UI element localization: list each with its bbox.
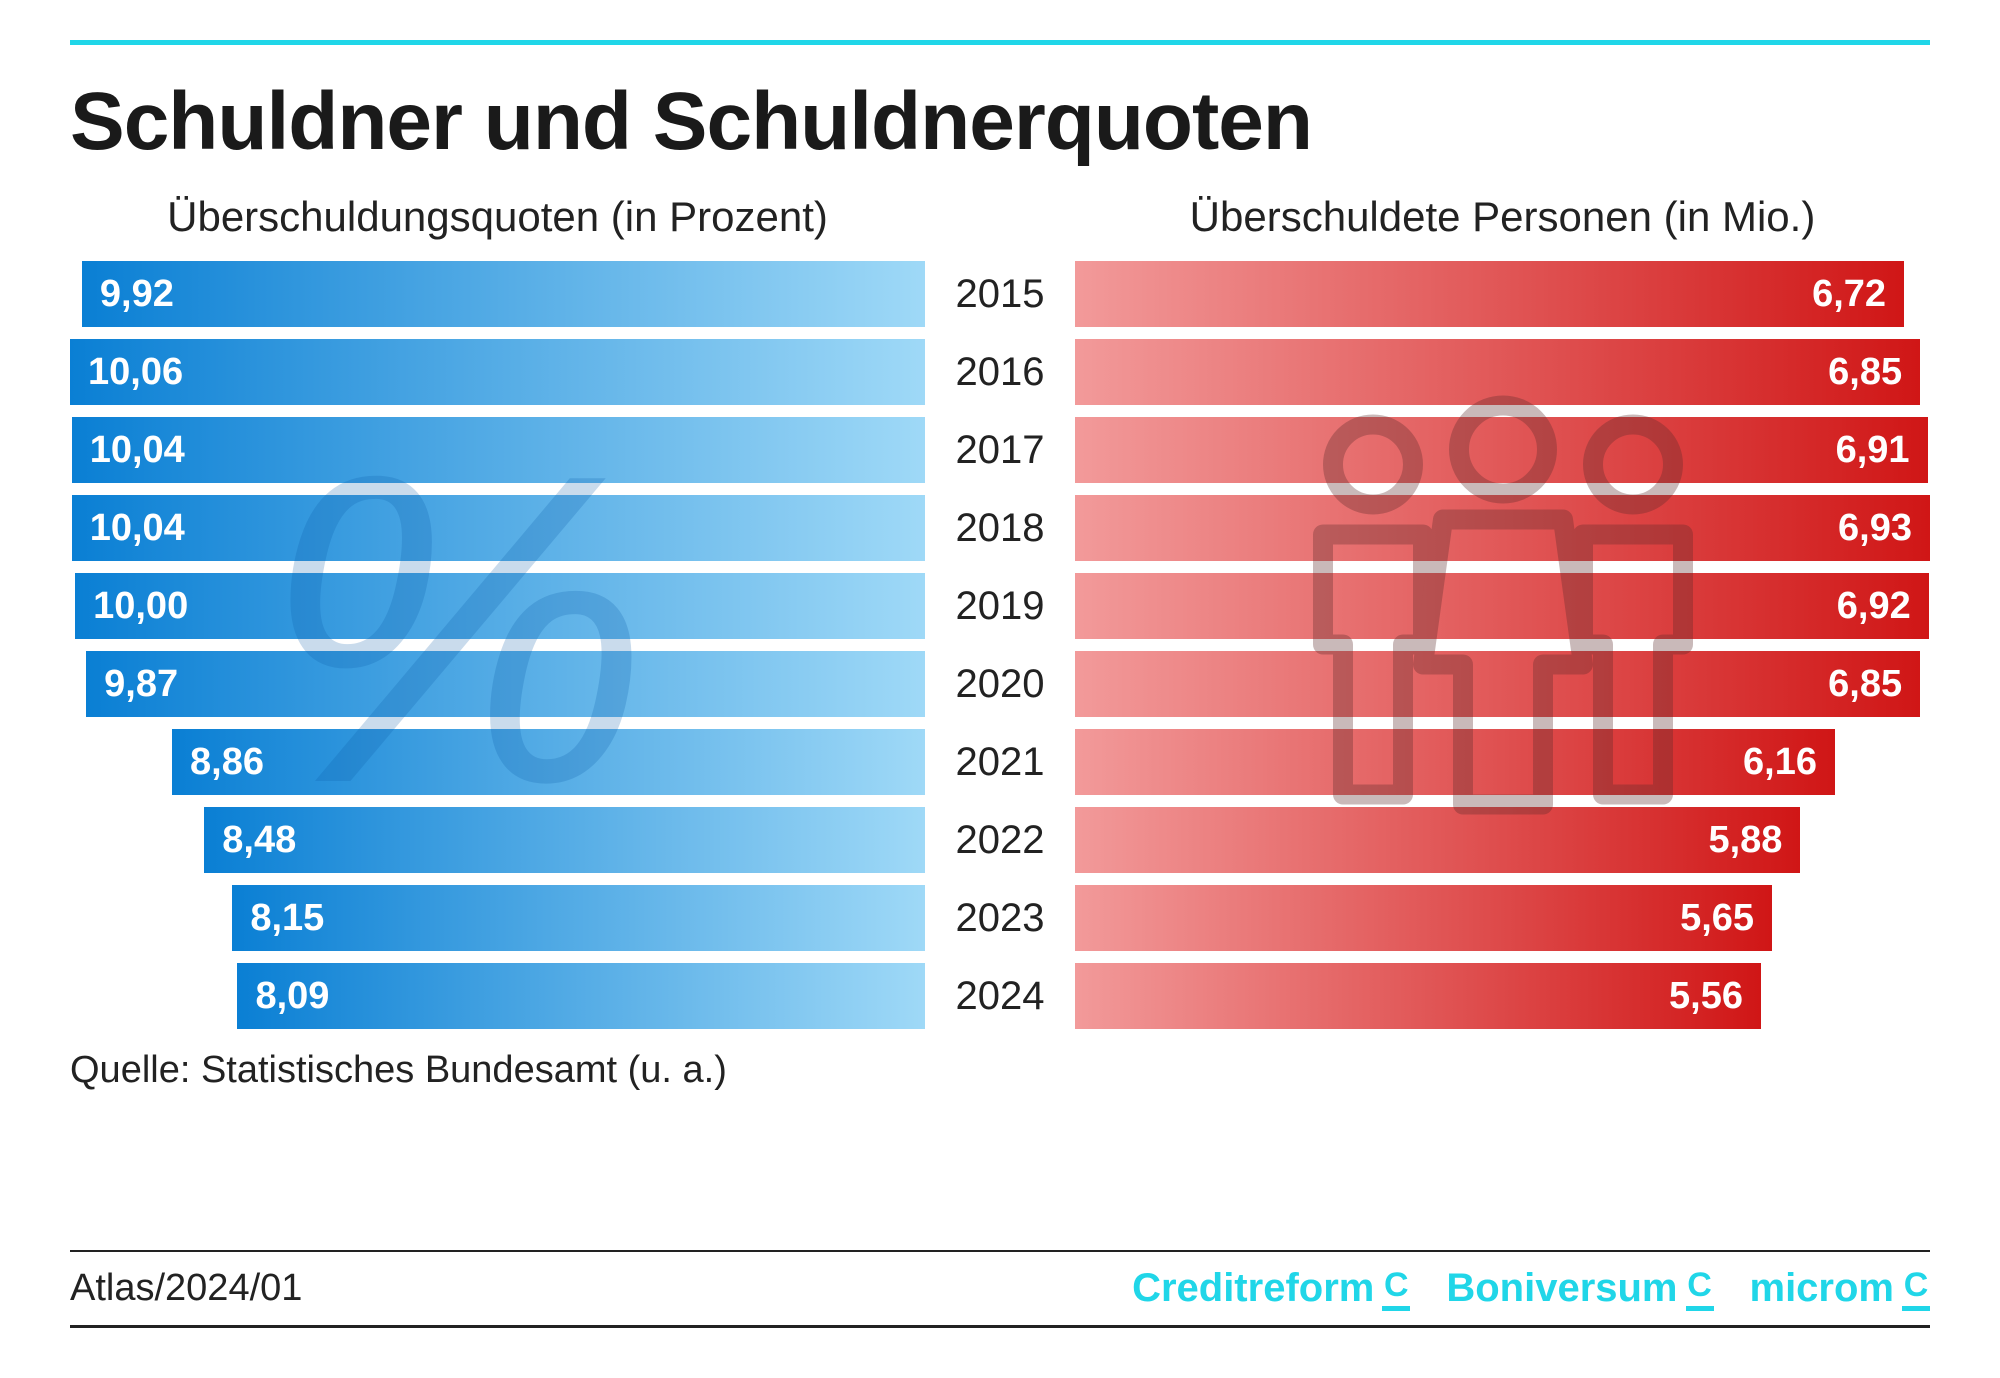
left-bar: 10,04 — [72, 417, 925, 483]
right-bar-value: 6,85 — [1828, 351, 1902, 394]
left-bar-row: 10,00 — [70, 573, 925, 639]
left-bar-value: 10,06 — [88, 351, 183, 394]
right-bar-row: 6,93 — [1075, 495, 1930, 561]
year-label: 2018 — [925, 495, 1075, 561]
right-bar-row: 6,85 — [1075, 339, 1930, 405]
left-bar-value: 8,09 — [255, 975, 329, 1018]
left-bar-row: 10,04 — [70, 495, 925, 561]
right-bar-row: 5,88 — [1075, 807, 1930, 873]
right-bar-value: 5,56 — [1669, 975, 1743, 1018]
left-bar-row: 8,09 — [70, 963, 925, 1029]
right-bar-value: 6,91 — [1836, 429, 1910, 472]
right-bar-value: 6,72 — [1812, 273, 1886, 316]
right-bar-row: 5,56 — [1075, 963, 1930, 1029]
left-bar-value: 10,00 — [93, 585, 188, 628]
footer-bar: Atlas/2024/01 CreditreformCBoniversumCmi… — [70, 1250, 1930, 1328]
left-bar-value: 10,04 — [90, 507, 185, 550]
brand-logo: CreditreformC — [1132, 1266, 1410, 1311]
right-bar-value: 6,16 — [1743, 741, 1817, 784]
left-bar: 10,04 — [72, 495, 925, 561]
right-bar-value: 6,85 — [1828, 663, 1902, 706]
left-bar: 10,06 — [70, 339, 925, 405]
right-chart-label: Überschuldete Personen (in Mio.) — [1075, 193, 1930, 241]
left-bar-row: 8,48 — [70, 807, 925, 873]
brand-name: Creditreform — [1132, 1266, 1374, 1311]
right-bar: 6,92 — [1075, 573, 1929, 639]
brand-c-icon: C — [1686, 1266, 1714, 1311]
footer-edition: Atlas/2024/01 — [70, 1267, 302, 1310]
right-bar-value: 5,65 — [1680, 897, 1754, 940]
left-bar: 9,87 — [86, 651, 925, 717]
right-bar-row: 6,91 — [1075, 417, 1930, 483]
left-bar: 8,09 — [237, 963, 925, 1029]
left-bar-row: 9,87 — [70, 651, 925, 717]
right-bar-row: 6,16 — [1075, 729, 1930, 795]
year-label: 2024 — [925, 963, 1075, 1029]
right-bar-row: 6,72 — [1075, 261, 1930, 327]
left-bar-row: 10,06 — [70, 339, 925, 405]
year-label: 2022 — [925, 807, 1075, 873]
right-bar: 6,85 — [1075, 651, 1920, 717]
year-axis-column: . 20152016201720182019202020212022202320… — [925, 193, 1075, 1041]
year-label: 2019 — [925, 573, 1075, 639]
left-bar-value: 8,48 — [222, 819, 296, 862]
left-bar: 8,86 — [172, 729, 925, 795]
right-bar-value: 6,93 — [1838, 507, 1912, 550]
right-bar-row: 6,92 — [1075, 573, 1930, 639]
right-bar-value: 5,88 — [1708, 819, 1782, 862]
left-chart-label: Überschuldungsquoten (in Prozent) — [70, 193, 925, 241]
right-bar: 6,91 — [1075, 417, 1928, 483]
right-bar: 5,88 — [1075, 807, 1800, 873]
right-bar: 5,65 — [1075, 885, 1772, 951]
left-bar-value: 8,15 — [250, 897, 324, 940]
year-label: 2016 — [925, 339, 1075, 405]
brand-c-icon: C — [1902, 1266, 1930, 1311]
footer-brands: CreditreformCBoniversumCmicromC — [1132, 1266, 1930, 1311]
year-label: 2023 — [925, 885, 1075, 951]
source-text: Quelle: Statistisches Bundesamt (u. a.) — [70, 1049, 1930, 1092]
top-accent-rule — [70, 40, 1930, 45]
right-bars-container: 6,72 6,85 6,91 6,93 6,92 6,85 6,16 5,88 5,65 5,56 — [1075, 261, 1930, 1029]
left-bar-value: 9,87 — [104, 663, 178, 706]
right-bar: 6,16 — [1075, 729, 1835, 795]
year-labels-container: 2015 2016 2017 2018 2019 2020 2021 2022 2023 2024 — [925, 261, 1075, 1029]
left-bar-row: 9,92 — [70, 261, 925, 327]
right-bar: 6,85 — [1075, 339, 1920, 405]
brand-logo: BoniversumC — [1446, 1266, 1713, 1311]
left-bar-row: 8,15 — [70, 885, 925, 951]
left-bar: 8,48 — [204, 807, 925, 873]
right-bar-row: 6,85 — [1075, 651, 1930, 717]
right-bar: 5,56 — [1075, 963, 1761, 1029]
year-label: 2020 — [925, 651, 1075, 717]
year-label: 2015 — [925, 261, 1075, 327]
left-bar-row: 10,04 — [70, 417, 925, 483]
right-bar-value: 6,92 — [1837, 585, 1911, 628]
left-bar-value: 9,92 — [100, 273, 174, 316]
right-bar: 6,93 — [1075, 495, 1930, 561]
left-chart-column: Überschuldungsquoten (in Prozent) % 9,92… — [70, 193, 925, 1041]
right-bar-row: 5,65 — [1075, 885, 1930, 951]
chart-area: Überschuldungsquoten (in Prozent) % 9,92… — [70, 193, 1930, 1041]
left-bar-row: 8,86 — [70, 729, 925, 795]
left-bar: 8,15 — [232, 885, 925, 951]
year-label: 2021 — [925, 729, 1075, 795]
left-bar: 9,92 — [82, 261, 925, 327]
left-bars-container: % 9,9210,0610,0410,0410,009,878,868,488,… — [70, 261, 925, 1029]
brand-name: Boniversum — [1446, 1266, 1677, 1311]
left-bar-value: 10,04 — [90, 429, 185, 472]
right-bar: 6,72 — [1075, 261, 1904, 327]
left-bar-value: 8,86 — [190, 741, 264, 784]
left-bar: 10,00 — [75, 573, 925, 639]
brand-c-icon: C — [1382, 1266, 1410, 1311]
chart-title: Schuldner und Schuldnerquoten — [70, 75, 1930, 169]
brand-logo: micromC — [1750, 1266, 1931, 1311]
right-chart-column: Überschuldete Personen (in Mio.) 6,72 6,8… — [1075, 193, 1930, 1041]
year-label: 2017 — [925, 417, 1075, 483]
brand-name: microm — [1750, 1266, 1895, 1311]
